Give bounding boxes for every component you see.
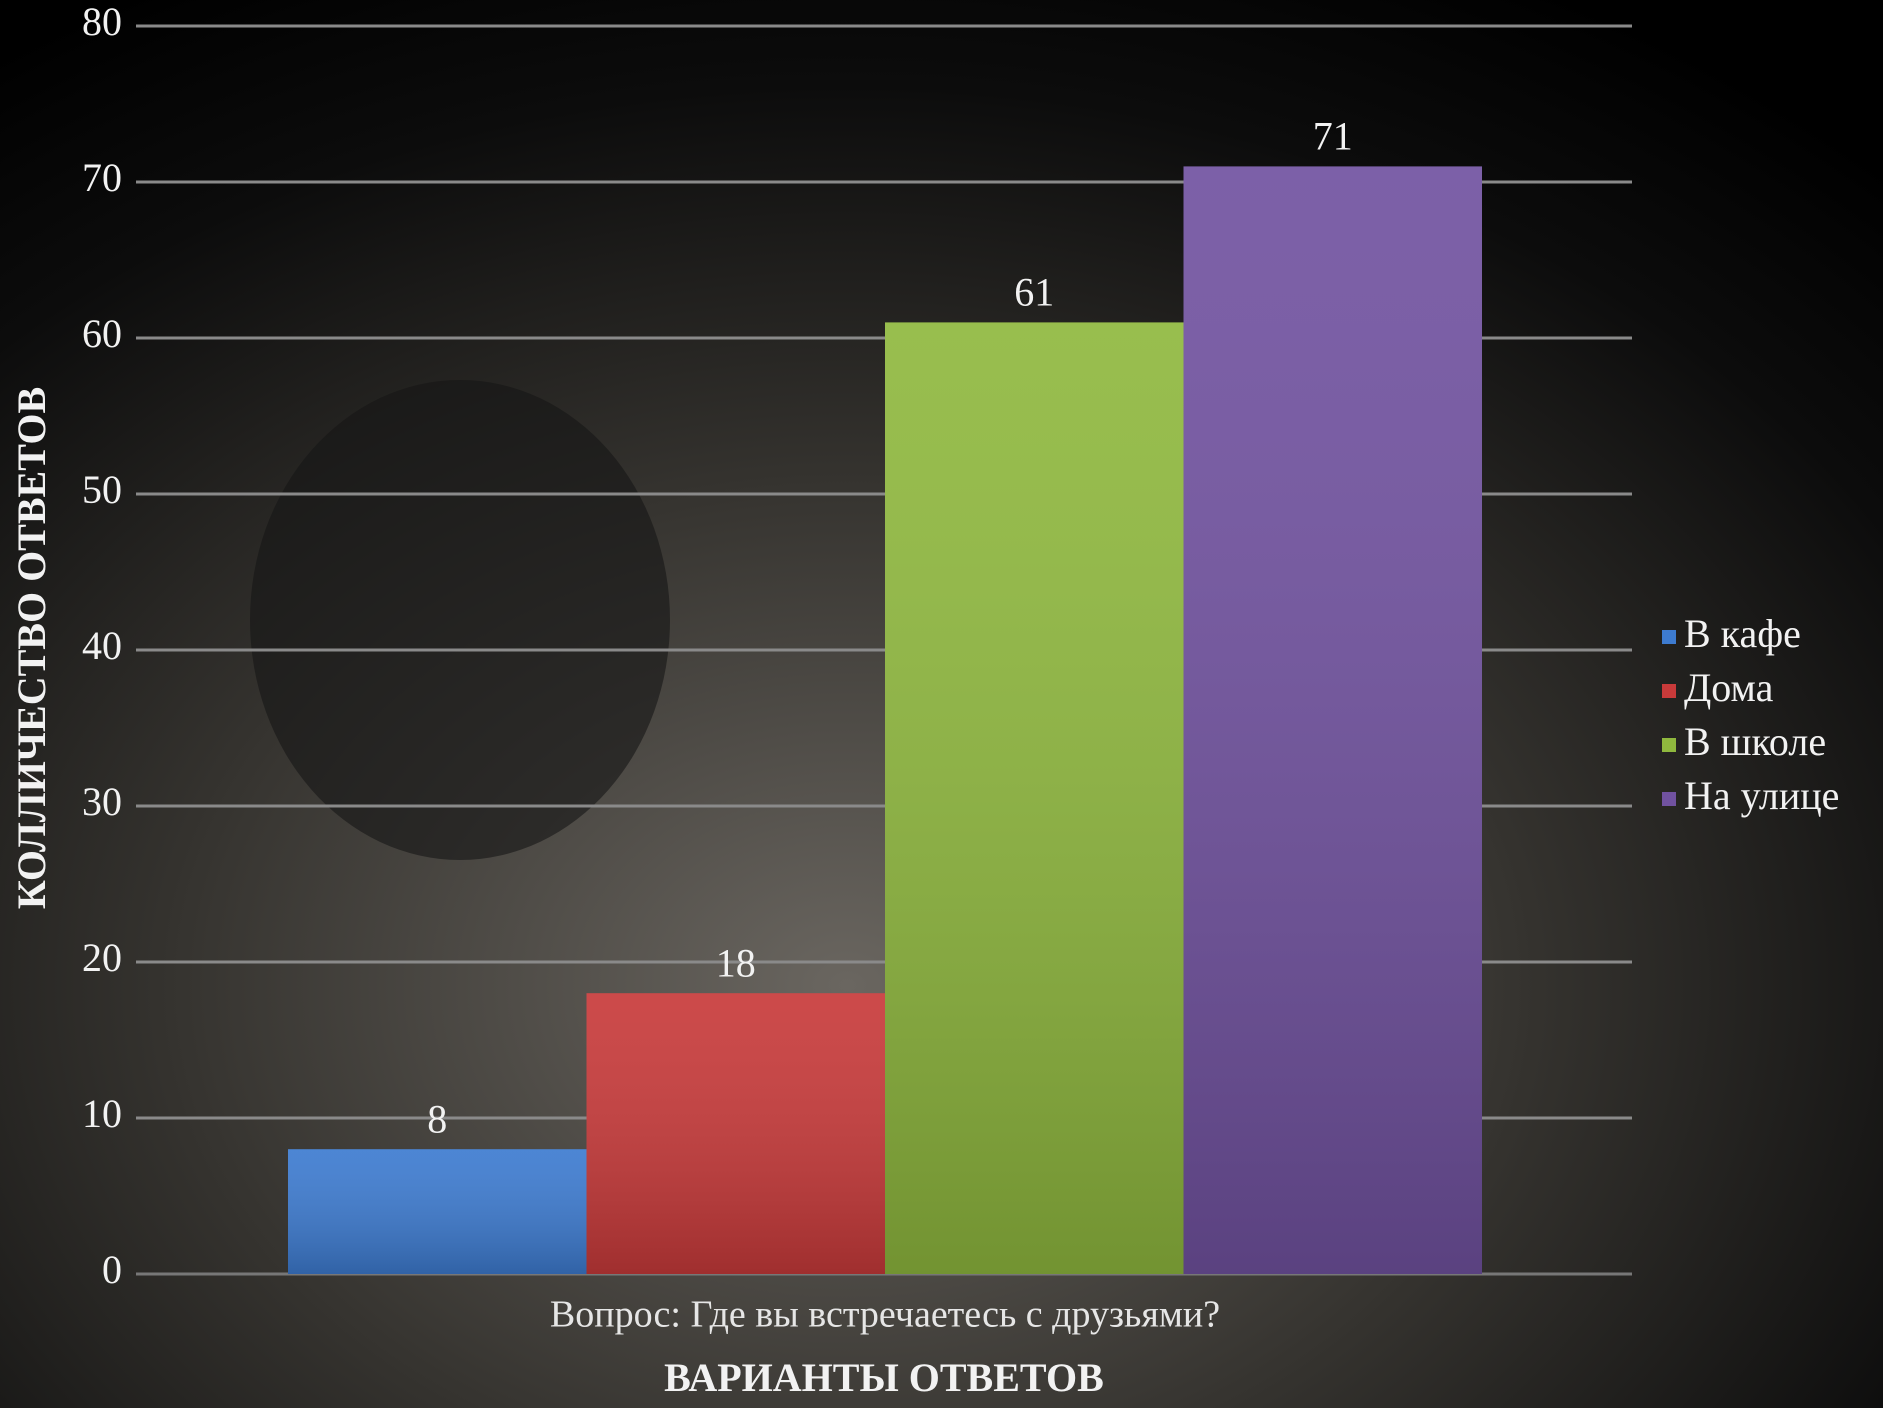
y-tick-label: 80 xyxy=(82,0,122,44)
y-tick-label: 10 xyxy=(82,1091,122,1136)
legend-swatch xyxy=(1662,792,1676,806)
legend-swatch xyxy=(1662,630,1676,644)
legend-label: В школе xyxy=(1684,719,1826,764)
x-tick-label: Вопрос: Где вы встречаетесь с друзьями? xyxy=(550,1294,1220,1336)
y-tick-label: 70 xyxy=(82,155,122,200)
bar-shade xyxy=(885,322,1184,1274)
y-tick-label: 40 xyxy=(82,623,122,668)
value-label: 61 xyxy=(1014,270,1054,315)
legend-label: В кафе xyxy=(1684,611,1801,656)
legend-swatch xyxy=(1662,684,1676,698)
y-tick-label: 30 xyxy=(82,779,122,824)
y-tick-label: 50 xyxy=(82,467,122,512)
x-axis-title: ВАРИАНТЫ ОТВЕТОВ xyxy=(664,1355,1104,1400)
y-tick-label: 60 xyxy=(82,311,122,356)
bar-shade xyxy=(1183,166,1482,1274)
legend-label: На улице xyxy=(1684,773,1839,818)
legend-label: Дома xyxy=(1684,665,1774,710)
value-label: 8 xyxy=(427,1096,447,1141)
bar-shade xyxy=(586,993,885,1274)
background-shape xyxy=(250,380,670,860)
y-tick-label: 0 xyxy=(102,1247,122,1292)
legend-swatch xyxy=(1662,738,1676,752)
y-axis-title: КОЛЛИЧЕСТВО ОТВЕТОВ xyxy=(9,387,54,909)
bar-shade xyxy=(288,1149,587,1274)
value-label: 18 xyxy=(716,940,756,985)
y-tick-label: 20 xyxy=(82,935,122,980)
value-label: 71 xyxy=(1313,114,1353,159)
